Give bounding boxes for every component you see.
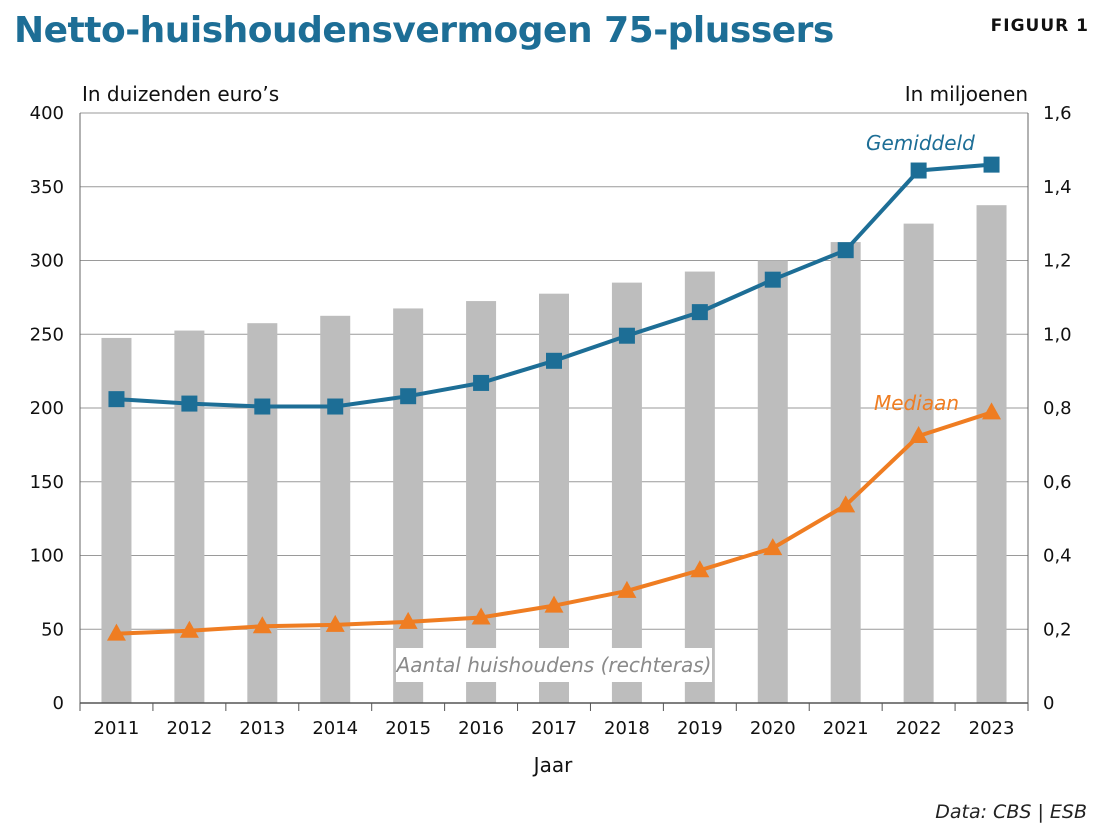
point-mediaan-2011 [106, 623, 126, 641]
bar-series-label-bg [396, 648, 712, 682]
y-tick-right: 0,2 [1043, 619, 1072, 640]
series-label-gemiddeld: Gemiddeld [866, 131, 975, 155]
bar-2023 [976, 205, 1007, 703]
x-axis-label: Jaar [532, 753, 573, 777]
point-gemiddeld-2018 [618, 327, 635, 344]
point-gemiddeld-2017 [546, 352, 562, 369]
axes [79, 113, 1029, 711]
x-tick-label: 2014 [312, 718, 358, 739]
bar-2013 [247, 323, 278, 703]
labels: 0 0 50 0,2 100 0,4 150 0,6 200 0,8 250 1,0 300 1,2 350… [30, 103, 1072, 739]
point-mediaan-2014 [325, 614, 345, 632]
point-mediaan-2017 [544, 595, 564, 613]
point-mediaan-2021 [836, 495, 856, 513]
x-tick-label: 2018 [604, 718, 650, 739]
point-gemiddeld-2015 [400, 388, 417, 405]
bar-2021 [830, 242, 861, 703]
y-tick-right: 1,0 [1043, 324, 1072, 345]
point-mediaan-2018 [617, 580, 637, 598]
y-tick-left: 100 [30, 546, 64, 567]
x-tick-label: 2015 [385, 718, 431, 739]
point-mediaan-2016 [471, 607, 491, 625]
x-tick-label: 2017 [531, 718, 577, 739]
chart-title: Netto-huishoudensvermogen 75-plussers [14, 10, 834, 51]
y-tick-left: 200 [30, 398, 64, 419]
bar-2012 [174, 330, 205, 703]
y-tick-left: 400 [30, 103, 64, 124]
point-mediaan-2020 [763, 538, 783, 556]
x-tick-label: 2022 [896, 718, 942, 739]
point-gemiddeld-2020 [764, 271, 781, 288]
bar-2018 [611, 282, 642, 703]
figure-label: FIGUUR 1 [990, 16, 1089, 36]
left-axis-unit-label: In duizenden euro’s [82, 82, 279, 106]
point-gemiddeld-2012 [181, 395, 198, 412]
point-gemiddeld-2023 [983, 156, 1000, 173]
y-tick-right: 1,4 [1043, 177, 1072, 198]
point-mediaan-2023 [982, 402, 1002, 420]
x-tick-label: 2013 [239, 718, 285, 739]
bar-2015 [393, 308, 424, 703]
bar-2016 [466, 301, 497, 703]
x-tick-label: 2019 [677, 718, 723, 739]
bar-2022 [903, 223, 934, 703]
point-gemiddeld-2022 [910, 162, 927, 179]
y-tick-left: 350 [30, 177, 64, 198]
y-tick-right: 1,2 [1043, 251, 1072, 272]
y-tick-right: 0,8 [1043, 398, 1072, 419]
point-mediaan-2015 [398, 611, 418, 629]
point-gemiddeld-2021 [837, 242, 854, 259]
point-gemiddeld-2013 [254, 398, 271, 415]
right-axis-unit-label: In miljoenen [905, 82, 1028, 106]
x-tick-label: 2012 [166, 718, 212, 739]
point-mediaan-2022 [909, 426, 929, 444]
x-tick-label: 2016 [458, 718, 504, 739]
y-tick-right: 1,6 [1043, 103, 1072, 124]
y-tick-left: 300 [30, 251, 64, 272]
y-tick-left: 250 [30, 324, 64, 345]
bar-2014 [320, 315, 351, 703]
series-label-mediaan: Mediaan [874, 391, 959, 415]
point-gemiddeld-2019 [691, 304, 708, 321]
bar-series-label: Aantal huishoudens (rechteras) [395, 653, 712, 677]
point-mediaan-2012 [179, 620, 199, 638]
point-gemiddeld-2016 [473, 374, 490, 391]
y-tick-right: 0,4 [1043, 546, 1072, 567]
y-tick-left: 0 [53, 693, 64, 714]
point-mediaan-2019 [690, 560, 710, 578]
point-gemiddeld-2011 [108, 391, 125, 408]
x-tick-label: 2021 [823, 718, 869, 739]
y-tick-left: 50 [41, 619, 64, 640]
lines [106, 156, 1002, 641]
x-tick-label: 2011 [94, 718, 140, 739]
data-source: Data: CBS | ESB [935, 801, 1087, 823]
bar-2019 [684, 271, 715, 703]
y-tick-left: 150 [30, 472, 64, 493]
y-tick-right: 0 [1043, 693, 1054, 714]
bar-2020 [757, 260, 788, 703]
x-tick-label: 2023 [969, 718, 1015, 739]
point-gemiddeld-2014 [327, 398, 344, 415]
point-mediaan-2013 [252, 616, 272, 634]
x-tick-label: 2020 [750, 718, 796, 739]
y-tick-right: 0,6 [1043, 472, 1072, 493]
